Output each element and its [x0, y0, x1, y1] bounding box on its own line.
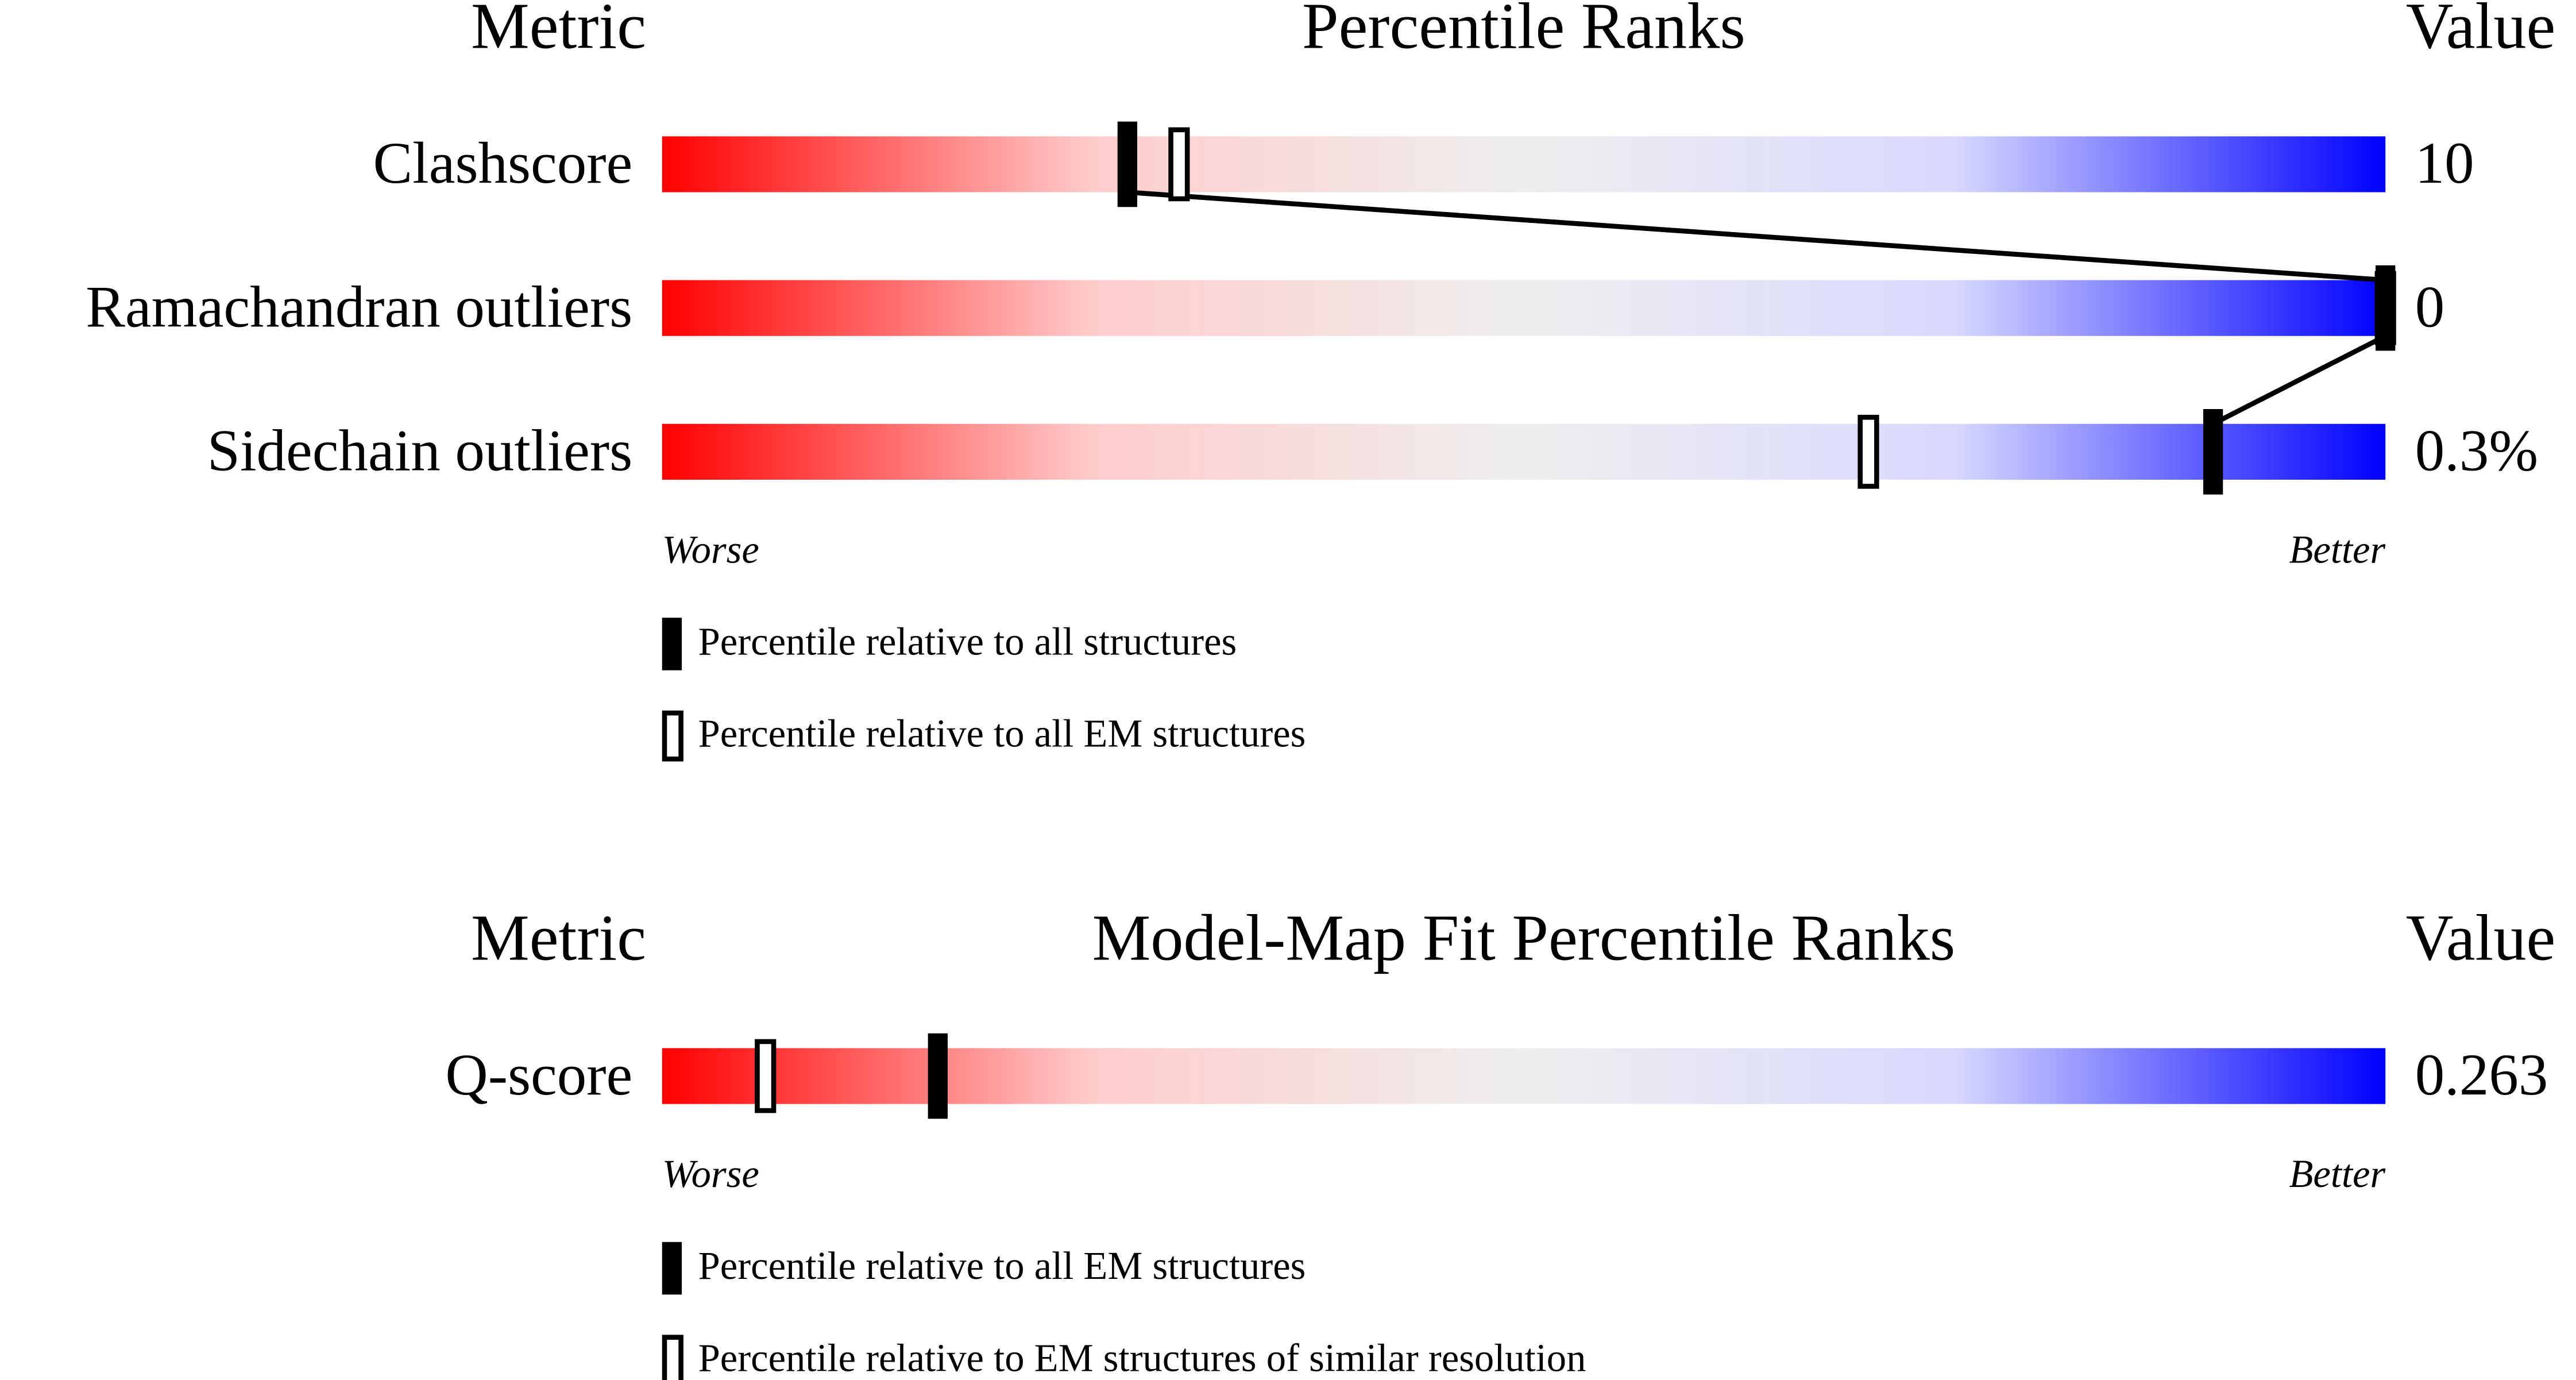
metric-header: Metric	[471, 901, 646, 974]
metric-value: 0	[2415, 274, 2444, 340]
chart-title: Percentile Ranks	[1302, 0, 1745, 62]
better-label: Better	[2289, 527, 2385, 571]
legend-label: Percentile relative to all EM structures	[698, 1244, 1306, 1288]
slider-bar	[662, 280, 2386, 336]
percentile-marker	[928, 1033, 948, 1119]
metric-label: Q-score	[445, 1042, 632, 1108]
legend-label: Percentile relative to all structures	[698, 620, 1237, 664]
legend-swatch	[662, 1242, 682, 1295]
legend-swatch	[662, 1335, 683, 1380]
worse-label: Worse	[662, 527, 759, 571]
connector-line	[2212, 333, 2387, 426]
percentile-marker-open	[755, 1039, 777, 1113]
value-header: Value	[2406, 901, 2555, 974]
metric-label: Ramachandran outliers	[86, 274, 632, 340]
better-label: Better	[2289, 1152, 2385, 1196]
percentile-marker	[1117, 121, 1138, 207]
chart-title: Model-Map Fit Percentile Ranks	[1092, 901, 1956, 974]
percentile-marker	[2203, 409, 2223, 495]
metric-label: Clashscore	[373, 130, 632, 196]
slider-bar	[662, 423, 2386, 480]
metric-label: Sidechain outliers	[207, 418, 633, 484]
metric-value: 0.263	[2415, 1042, 2548, 1108]
value-header: Value	[2406, 0, 2555, 62]
slider-bar	[662, 136, 2386, 192]
metric-header: Metric	[471, 0, 646, 62]
metric-value: 0.3%	[2415, 418, 2538, 484]
percentile-marker-open	[1857, 415, 1879, 489]
worse-label: Worse	[662, 1152, 759, 1196]
percentile-marker	[2376, 265, 2396, 351]
connector-line	[1127, 190, 2386, 283]
legend-swatch	[662, 618, 682, 670]
slider-bar	[662, 1048, 2386, 1104]
percentile-marker-open	[1168, 127, 1190, 202]
metric-value: 10	[2415, 130, 2474, 196]
legend-label: Percentile relative to all EM structures	[698, 712, 1306, 755]
legend-swatch	[662, 710, 683, 762]
legend-label: Percentile relative to EM structures of …	[698, 1336, 1586, 1379]
